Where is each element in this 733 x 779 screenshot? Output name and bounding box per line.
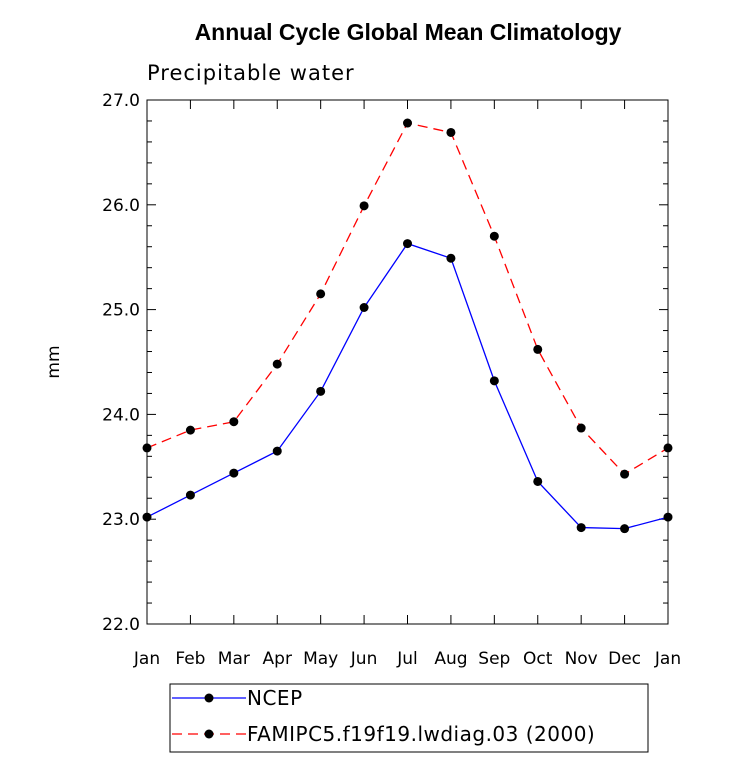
x-tick-label-jan: Jan [654, 649, 681, 669]
legend-label-ncep: NCEP [247, 686, 303, 710]
legend-label-famipc5: FAMIPC5.f19f19.lwdiag.03 (2000) [247, 722, 595, 746]
x-tick-label-jul: Jul [396, 649, 418, 669]
x-tick-label-mar: Mar [218, 649, 250, 669]
data-point-ncep-jul [403, 239, 412, 249]
y-tick-label-23-0: 23.0 [102, 510, 140, 530]
data-point-ncep-feb [185, 490, 195, 500]
legend-box [169, 683, 649, 753]
series-group [142, 118, 673, 534]
data-point-famipc5-f19f19-lwdiag-03-2000-sep [489, 231, 499, 241]
data-point-ncep-apr [272, 446, 282, 456]
y-tick-label-25-0: 25.0 [102, 301, 140, 321]
data-point-ncep-may [316, 386, 326, 396]
y-axis-label: mm [44, 345, 64, 378]
legend-marker-famipc5 [204, 729, 214, 739]
data-point-ncep-oct [533, 476, 543, 486]
series-line-ncep [146, 242, 669, 530]
x-tick-label-nov: Nov [565, 649, 598, 669]
data-point-ncep-aug [446, 253, 456, 263]
data-point-famipc5-f19f19-lwdiag-03-2000-mar [229, 417, 239, 427]
data-point-ncep-jan [663, 512, 673, 522]
data-point-famipc5-f19f19-lwdiag-03-2000-oct [533, 344, 543, 354]
x-tick-label-sep: Sep [478, 649, 510, 669]
data-point-famipc5-f19f19-lwdiag-03-2000-apr [272, 359, 282, 369]
data-point-ncep-jan [142, 512, 152, 522]
data-point-famipc5-f19f19-lwdiag-03-2000-jun [359, 201, 369, 211]
x-tick-label-apr: Apr [263, 649, 292, 669]
axes: Jan Feb Mar Apr May Jun Jul Aug Sep Oct Nov Dec Jan 2… [102, 91, 681, 669]
chart-subtitle: Precipitable water [147, 61, 355, 85]
data-point-ncep-mar [229, 468, 239, 478]
data-point-ncep-nov [576, 523, 586, 533]
data-point-ncep-sep [489, 376, 499, 386]
x-tick-label-aug: Aug [434, 649, 467, 669]
data-point-famipc5-f19f19-lwdiag-03-2000-dec [620, 469, 630, 479]
y-tick-label-22-0: 22.0 [102, 615, 140, 635]
x-tick-label-feb: Feb [175, 649, 205, 669]
y-tick-label-26-0: 26.0 [102, 196, 140, 216]
data-point-famipc5-f19f19-lwdiag-03-2000-jan [663, 443, 673, 453]
data-point-famipc5-f19f19-lwdiag-03-2000-feb [185, 425, 195, 435]
plot-frame [146, 99, 669, 625]
data-point-famipc5-f19f19-lwdiag-03-2000-jan [142, 443, 152, 453]
data-point-famipc5-f19f19-lwdiag-03-2000-jul [403, 118, 412, 128]
data-point-famipc5-f19f19-lwdiag-03-2000-may [316, 289, 326, 299]
legend: NCEP FAMIPC5.f19f19.lwdiag.03 (2000) [169, 683, 649, 753]
y-tick-label-27-0: 27.0 [102, 91, 140, 111]
x-tick-label-dec: Dec [608, 649, 641, 669]
legend-marker-ncep [204, 693, 214, 703]
chart-title: Annual Cycle Global Mean Climatology [195, 19, 622, 45]
x-tick-label-jan: Jan [133, 649, 160, 669]
data-point-ncep-jun [359, 303, 369, 313]
data-point-famipc5-f19f19-lwdiag-03-2000-aug [446, 127, 456, 137]
x-tick-label-jun: Jun [350, 649, 378, 669]
data-point-famipc5-f19f19-lwdiag-03-2000-nov [576, 423, 586, 433]
data-point-ncep-dec [620, 524, 630, 534]
series-line-famipc5-f19f19-lwdiag-03-2000 [146, 122, 669, 475]
x-tick-label-oct: Oct [523, 649, 553, 669]
y-tick-label-24-0: 24.0 [102, 405, 140, 425]
x-tick-label-may: May [303, 649, 338, 669]
